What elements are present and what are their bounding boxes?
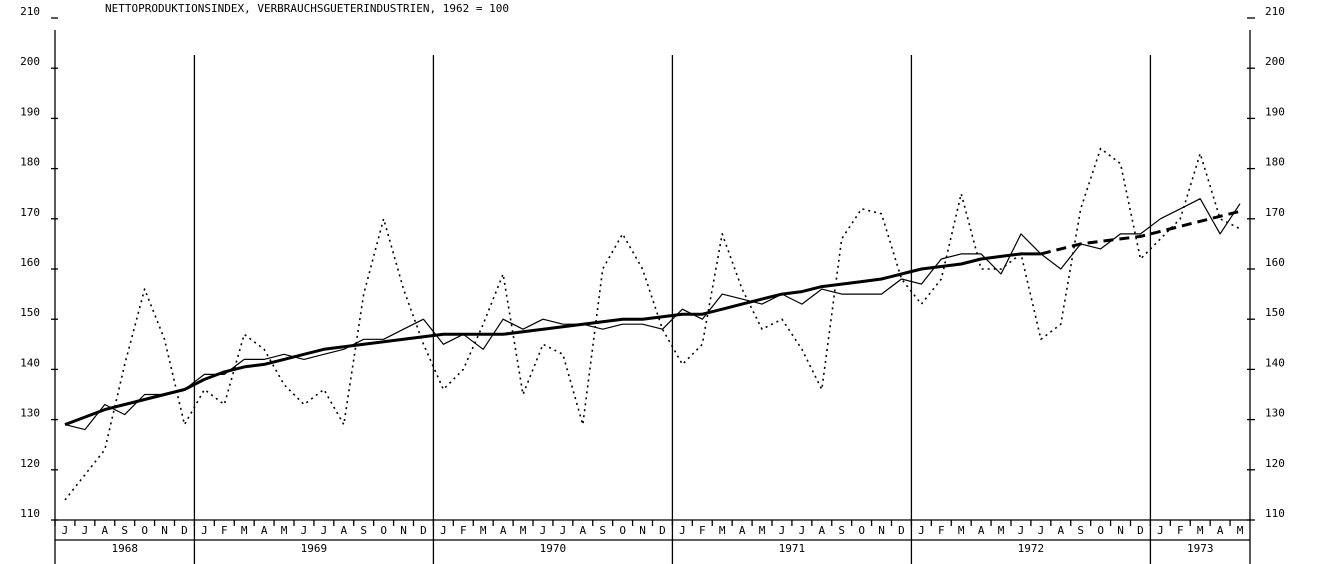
y-tick-label: 160 [20,256,40,269]
month-label: J [82,524,89,537]
y2-tick-label: 180 [1265,156,1285,169]
month-label: J [301,524,308,537]
month-label: D [181,524,188,537]
month-label: A [340,524,347,537]
y2-tick-label: 120 [1265,457,1285,470]
month-label: F [460,524,467,537]
y2-tick-label: 140 [1265,356,1285,369]
month-label: O [619,524,626,537]
series-line [1040,209,1241,256]
month-label: M [480,524,487,537]
month-label: N [639,524,646,537]
y2-tick-label: 190 [1265,105,1285,118]
year-label: 1970 [540,542,567,555]
month-label: M [958,524,965,537]
year-label: 1968 [111,542,138,555]
month-label: J [779,524,786,537]
year-label: 1971 [779,542,806,555]
month-label: S [838,524,845,537]
y-tick-label: 190 [20,105,40,118]
y2-tick-label: 170 [1265,206,1285,219]
month-label: O [380,524,387,537]
month-label: J [440,524,447,537]
y-tick-label: 200 [20,55,40,68]
month-label: D [659,524,666,537]
month-label: J [918,524,925,537]
y2-tick-label: 210 [1265,5,1285,18]
month-label: J [679,524,686,537]
year-label: 1972 [1018,542,1045,555]
y-tick-label: 150 [20,306,40,319]
month-label: M [998,524,1005,537]
month-label: N [878,524,885,537]
month-label: J [799,524,806,537]
month-label: J [201,524,208,537]
month-label: A [739,524,746,537]
month-label: A [101,524,108,537]
y-tick-label: 170 [20,206,40,219]
y-tick-label: 140 [20,356,40,369]
month-label: A [579,524,586,537]
month-label: N [161,524,168,537]
month-label: O [858,524,865,537]
y2-tick-label: 110 [1265,507,1285,520]
y-tick-label: 210 [20,5,40,18]
month-label: M [520,524,527,537]
month-label: A [1057,524,1064,537]
month-label: O [141,524,148,537]
month-label: N [400,524,407,537]
month-label: J [560,524,567,537]
month-label: A [500,524,507,537]
y2-tick-label: 130 [1265,407,1285,420]
month-label: F [938,524,945,537]
series-line [64,252,1041,427]
month-label: J [1157,524,1164,537]
month-label: S [121,524,128,537]
month-label: A [261,524,268,537]
series-line [64,147,1241,501]
month-label: M [719,524,726,537]
month-label: J [62,524,69,537]
year-label: 1969 [301,542,328,555]
year-label: 1973 [1187,542,1214,555]
month-label: D [1137,524,1144,537]
month-label: S [1077,524,1084,537]
month-label: J [1018,524,1025,537]
month-label: N [1117,524,1124,537]
y-tick-label: 130 [20,407,40,420]
month-label: J [1038,524,1045,537]
month-label: F [221,524,228,537]
month-label: M [759,524,766,537]
month-label: A [978,524,985,537]
y2-tick-label: 200 [1265,55,1285,68]
series-line [64,198,1241,431]
month-label: A [1217,524,1224,537]
y2-tick-label: 150 [1265,306,1285,319]
chart-title: NETTOPRODUKTIONSINDEX, VERBRAUCHSGUETERI… [105,2,509,15]
month-label: M [241,524,248,537]
month-label: J [321,524,328,537]
month-label: M [281,524,288,537]
month-label: F [1177,524,1184,537]
month-label: F [699,524,706,537]
month-label: O [1097,524,1104,537]
month-label: D [420,524,427,537]
y2-tick-label: 160 [1265,256,1285,269]
month-label: M [1237,524,1244,537]
month-label: D [898,524,905,537]
month-label: S [599,524,606,537]
y-tick-label: 120 [20,457,40,470]
y-tick-label: 180 [20,156,40,169]
month-label: M [1197,524,1204,537]
month-label: A [818,524,825,537]
y-tick-label: 110 [20,507,40,520]
month-label: S [360,524,367,537]
month-label: J [540,524,547,537]
